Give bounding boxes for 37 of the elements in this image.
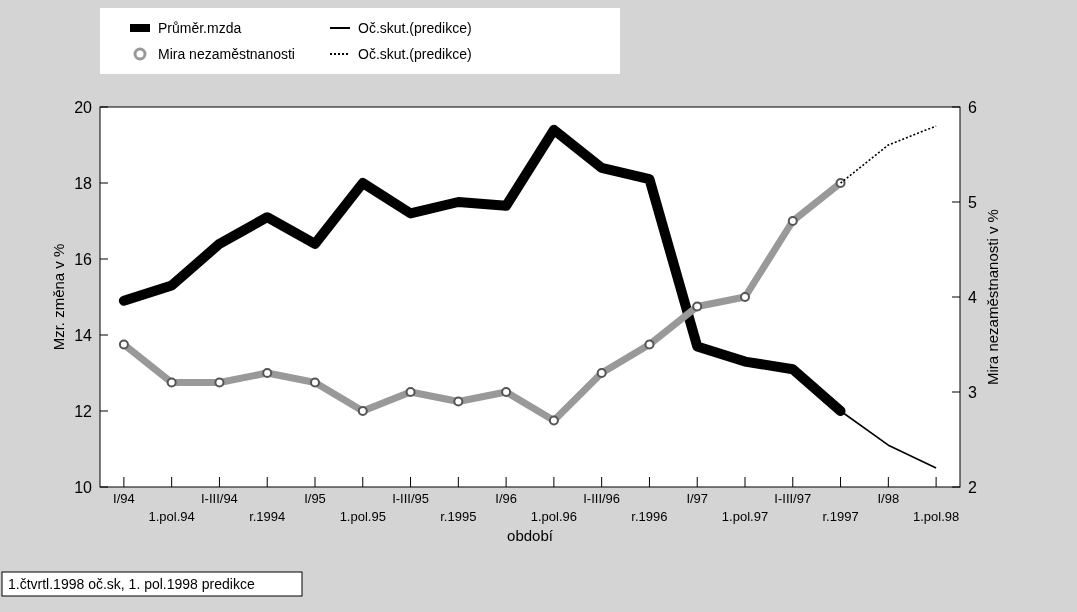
y2-tick-label: 3 bbox=[968, 383, 977, 401]
x-tick-label: I-III/97 bbox=[774, 491, 812, 506]
x-tick-label: 1.pol.97 bbox=[721, 509, 769, 524]
y2-tick-label: 6 bbox=[968, 98, 977, 116]
y-tick-label: 10 bbox=[74, 478, 93, 496]
x-tick-label: 1.pol.98 bbox=[912, 509, 960, 524]
x-tick-label: I/98 bbox=[877, 491, 900, 506]
x-tick-label: r.1995 bbox=[440, 509, 477, 524]
x-axis-title: období bbox=[507, 527, 554, 544]
y-tick-label: 12 bbox=[74, 402, 93, 420]
x-tick-label: 1.pol.94 bbox=[148, 509, 195, 524]
x-tick-label: I-III/95 bbox=[392, 491, 429, 506]
legend-label: Průměr.mzda bbox=[158, 19, 242, 36]
y2-tick-label: 4 bbox=[968, 288, 977, 306]
x-tick-label: I/94 bbox=[113, 491, 135, 506]
x-tick-label: r.1997 bbox=[822, 509, 859, 524]
x-tick-label: I/95 bbox=[304, 491, 326, 506]
x-tick-label: 1.pol.95 bbox=[339, 509, 386, 524]
y-tick-label: 20 bbox=[74, 98, 93, 116]
y-tick-label: 18 bbox=[74, 174, 93, 192]
y-tick-label: 14 bbox=[74, 326, 93, 344]
x-tick-label: r.1994 bbox=[249, 509, 286, 524]
y-tick-label: 16 bbox=[74, 250, 93, 268]
text: 1.čtvrtl.1998 oč.sk, 1. pol.1998 predikce bbox=[8, 575, 255, 592]
y2-axis-title: Mira nezaměstnanosti v % bbox=[984, 209, 1001, 385]
x-tick-label: 1.pol.96 bbox=[530, 509, 578, 524]
y2-tick-label: 2 bbox=[968, 478, 977, 496]
y2-tick-label: 5 bbox=[968, 193, 977, 211]
legend-label: Oč.skut.(predikce) bbox=[358, 45, 472, 62]
x-tick-label: I-III/94 bbox=[201, 491, 238, 506]
legend-label: Oč.skut.(predikce) bbox=[358, 19, 472, 36]
x-tick-label: I-III/96 bbox=[583, 491, 621, 506]
y-axis-title: Mzr. změna v % bbox=[50, 243, 67, 351]
legend-label: Mira nezaměstnanosti bbox=[158, 45, 295, 62]
x-tick-label: r.1996 bbox=[631, 509, 668, 524]
x-tick-label: I/97 bbox=[686, 491, 709, 506]
x-tick-label: I/96 bbox=[495, 491, 517, 506]
